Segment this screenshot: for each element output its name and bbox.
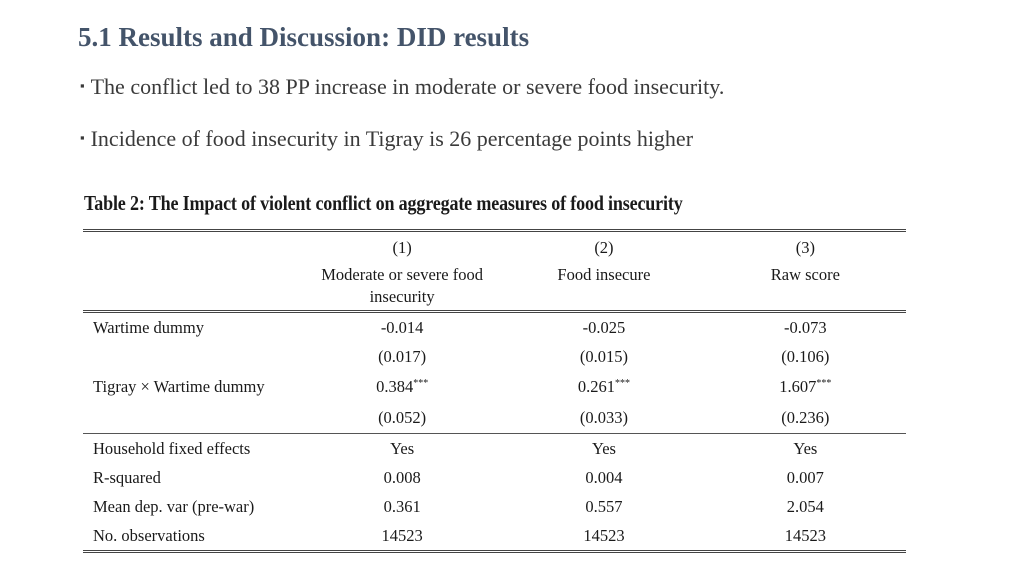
table-cell: 0.007 (786, 467, 824, 487)
table-cell: (0.033) (579, 407, 628, 427)
table-cell: 14523 (301, 521, 504, 553)
table-row: Tigray × Wartime dummy 0.384*** 0.261***… (83, 371, 906, 402)
column-name: Moderate or severe food insecurity (301, 264, 504, 313)
table-row: Mean dep. var (pre-war) 0.361 0.557 2.05… (83, 492, 906, 521)
table-cell: 0.004 (585, 467, 623, 487)
bullet-square-icon: ▪ (80, 78, 85, 93)
row-label: Wartime dummy (93, 317, 204, 337)
bullet-item: ▪ The conflict led to 38 PP increase in m… (80, 74, 724, 100)
table-cell: 0.361 (383, 496, 421, 516)
table-cell: Yes (503, 433, 705, 463)
row-label: R-squared (93, 467, 161, 487)
column-name: Raw score (704, 264, 906, 313)
table-cell: (0.052) (378, 407, 427, 427)
slide-title: 5.1 Results and Discussion: DID results (78, 22, 530, 52)
column-number: (3) (704, 229, 906, 264)
header-empty-cell (83, 229, 302, 264)
table-cell: 1.607*** (705, 371, 906, 402)
row-label: Mean dep. var (pre-war) (93, 496, 255, 516)
column-number: (1) (301, 229, 504, 264)
significance-stars: *** (615, 377, 630, 389)
coefficient: 1.607 (779, 376, 817, 396)
significance-stars: *** (413, 377, 429, 389)
table-cell: 14523 (704, 521, 906, 553)
table-cell: 0.557 (585, 496, 623, 516)
row-label (83, 402, 301, 434)
table-row: No. observations 14523 14523 14523 (83, 521, 906, 553)
table-row: Wartime dummy -0.014 -0.025 -0.073 (83, 312, 906, 343)
table-cell: 0.261*** (503, 371, 704, 402)
table-cell: (0.017) (378, 346, 427, 366)
table-cell: -0.025 (582, 317, 626, 337)
header-empty-cell (83, 264, 302, 313)
table-header-row: (1) (2) (3) (83, 229, 906, 264)
bullet-item: ▪ Incidence of food insecurity in Tigray … (80, 126, 693, 152)
table-cell: -0.014 (380, 317, 424, 337)
table-caption: Table 2: The Impact of violent conflict … (84, 191, 683, 215)
table-row: (0.017) (0.015) (0.106) (83, 342, 906, 371)
significance-stars: *** (816, 377, 832, 389)
table-cell: Yes (301, 433, 504, 463)
table-cell: (0.236) (781, 407, 830, 427)
coefficient: 0.261 (577, 376, 615, 396)
row-label: Tigray × Wartime dummy (93, 376, 265, 396)
table-cell: Yes (704, 433, 906, 463)
row-label: Household fixed effects (83, 433, 302, 463)
row-label: No. observations (83, 521, 302, 553)
bullet-text: Incidence of food insecurity in Tigray i… (90, 126, 694, 151)
column-name: Food insecure (503, 264, 705, 313)
table-header-row: Moderate or severe food insecurity Food … (83, 264, 906, 313)
table-row: Household fixed effects Yes Yes Yes (83, 433, 906, 463)
table-cell: 0.384*** (301, 371, 503, 402)
table-cell: 2.054 (786, 496, 824, 516)
table-cell: (0.015) (579, 346, 628, 366)
table-row: (0.052) (0.033) (0.236) (83, 402, 906, 434)
bullet-text: The conflict led to 38 PP increase in mo… (90, 74, 725, 99)
results-table: (1) (2) (3) Moderate or severe food inse… (83, 229, 906, 553)
table-row: R-squared 0.008 0.004 0.007 (83, 463, 906, 492)
bullet-square-icon: ▪ (80, 130, 85, 145)
table-cell: 0.008 (383, 467, 421, 487)
table-cell: 14523 (503, 521, 705, 553)
table-cell: (0.106) (781, 346, 830, 366)
table-cell: -0.073 (784, 317, 827, 337)
coefficient: 0.384 (376, 376, 414, 396)
column-number: (2) (503, 229, 705, 264)
row-label (83, 342, 301, 371)
